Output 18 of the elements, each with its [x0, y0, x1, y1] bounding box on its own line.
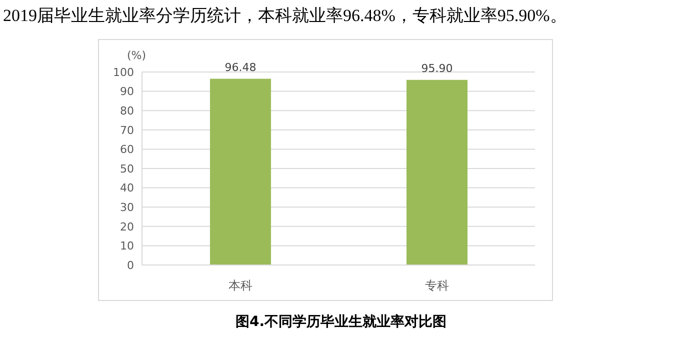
y-tick-label: 20	[120, 220, 134, 234]
data-label: 96.48	[224, 60, 256, 74]
x-tick-label: 专科	[424, 278, 449, 293]
y-tick-label: 80	[120, 104, 134, 118]
y-tick-label: 60	[120, 143, 134, 156]
y-tick-label: 30	[120, 201, 134, 214]
y-axis-title: (%)	[127, 49, 146, 62]
y-tick-label: 10	[120, 240, 134, 253]
y-tick-label: 70	[120, 124, 134, 137]
data-label: 95.90	[421, 62, 453, 75]
y-tick-label: 90	[120, 85, 134, 98]
chart-title: 2019届毕业生就业率分学历统计，本科就业率96.48%，专科就业率95.90%。	[3, 5, 567, 27]
y-tick-label: 50	[120, 162, 134, 176]
y-tick-label: 0	[127, 258, 134, 272]
caption: 图4.不同学历毕业生就业率对比图	[234, 313, 448, 331]
x-tick-label: 本科	[228, 278, 252, 293]
y-tick-label: 100	[113, 66, 134, 79]
y-tick-label: 40	[120, 182, 134, 195]
